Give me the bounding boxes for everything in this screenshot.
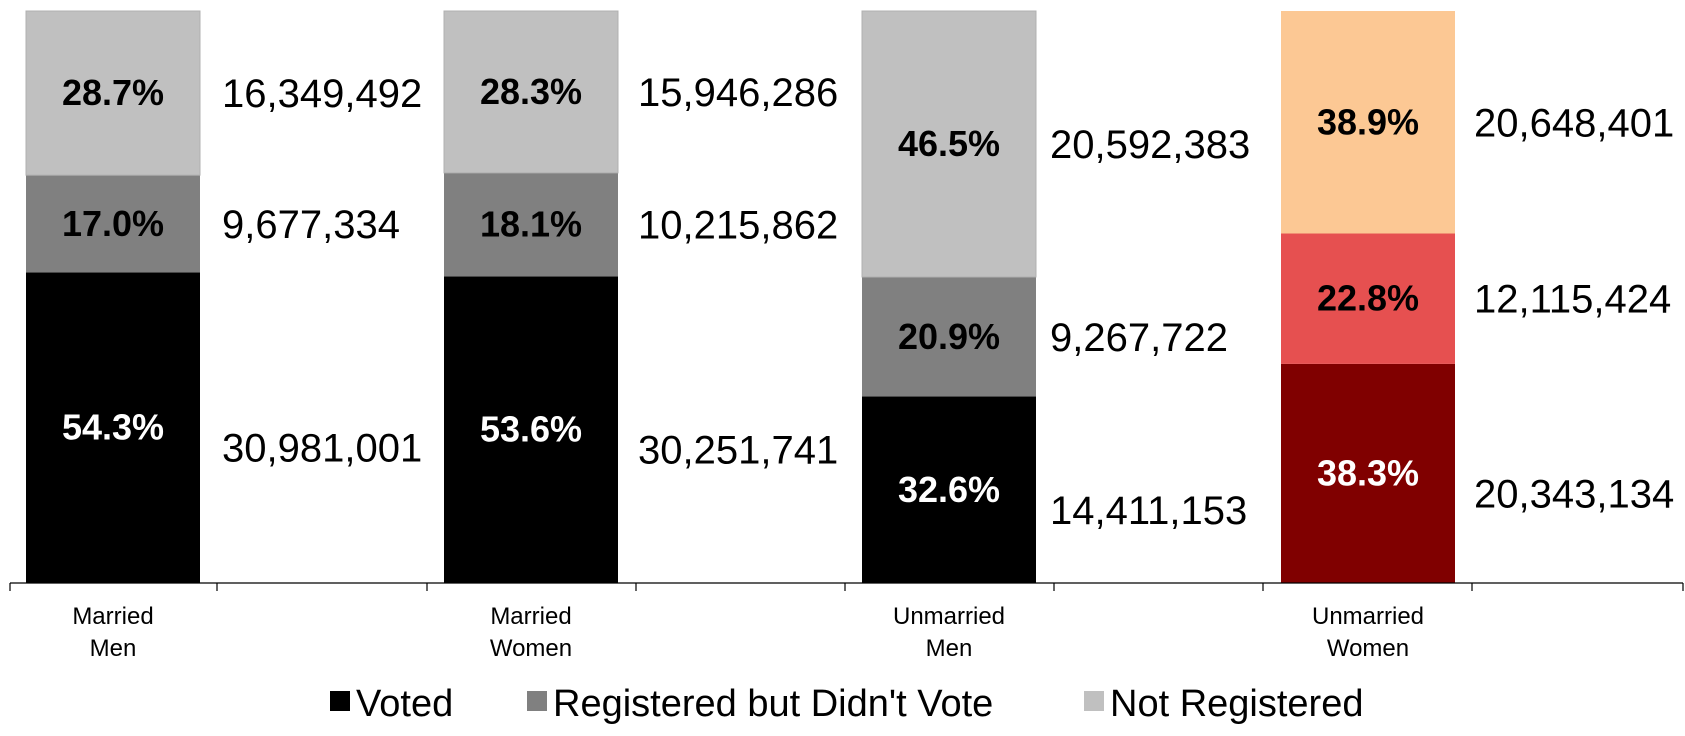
legend-swatch bbox=[1084, 691, 1104, 711]
count-label: 20,343,134 bbox=[1474, 472, 1674, 516]
category-label: Women bbox=[490, 635, 572, 662]
legend-label: Registered but Didn't Vote bbox=[553, 683, 993, 725]
count-label: 30,251,741 bbox=[638, 429, 838, 473]
legend: Voted Registered but Didn't Vote Not Regis… bbox=[330, 683, 1363, 725]
count-label: 9,677,334 bbox=[222, 203, 400, 247]
bar-segment bbox=[1281, 11, 1455, 234]
bar-segment bbox=[861, 10, 1037, 278]
bar-segment bbox=[1281, 363, 1455, 583]
category-label: Men bbox=[926, 635, 973, 662]
count-label: 9,267,722 bbox=[1050, 316, 1228, 360]
percent-label: 17.0% bbox=[62, 203, 164, 244]
bar-segment bbox=[443, 10, 619, 174]
percent-label: 38.9% bbox=[1317, 101, 1419, 142]
x-axis: Married Men Married Women Unmarried Men Unmarr… bbox=[9, 582, 1684, 662]
category-label: Married bbox=[490, 603, 571, 630]
percent-label: 20.9% bbox=[898, 316, 1000, 357]
count-label: 16,349,492 bbox=[222, 72, 422, 116]
percent-label: 32.6% bbox=[898, 469, 1000, 510]
percent-label: 53.6% bbox=[480, 409, 582, 450]
count-label: 12,115,424 bbox=[1474, 278, 1671, 322]
bar-segment bbox=[1281, 233, 1455, 364]
bar-segment bbox=[26, 175, 200, 273]
category-label: Women bbox=[1327, 635, 1409, 662]
percent-label: 46.5% bbox=[898, 123, 1000, 164]
percent-label: 38.3% bbox=[1317, 452, 1419, 493]
legend-label: Not Registered bbox=[1110, 683, 1363, 725]
percent-label: 28.7% bbox=[62, 72, 164, 113]
count-labels-group: 30,981,001 9,677,334 16,349,492 30,251,741 1… bbox=[222, 71, 1674, 533]
category-label: Men bbox=[90, 635, 137, 662]
bars-group bbox=[25, 10, 1455, 583]
count-label: 14,411,153 bbox=[1050, 489, 1247, 533]
bar-segment bbox=[444, 172, 618, 277]
legend-swatch bbox=[330, 691, 350, 711]
count-label: 15,946,286 bbox=[638, 71, 838, 115]
category-label: Unmarried bbox=[893, 603, 1005, 630]
count-label: 30,981,001 bbox=[222, 427, 422, 471]
percent-label: 18.1% bbox=[480, 204, 582, 245]
bar-segment bbox=[862, 396, 1036, 583]
count-label: 10,215,862 bbox=[638, 204, 838, 248]
bar-segment bbox=[444, 276, 618, 583]
bar-segment bbox=[862, 276, 1036, 397]
percent-label: 22.8% bbox=[1317, 278, 1419, 319]
percent-label: 28.3% bbox=[480, 71, 582, 112]
count-label: 20,592,383 bbox=[1050, 123, 1250, 167]
category-label: Unmarried bbox=[1312, 603, 1424, 630]
count-label: 20,648,401 bbox=[1474, 101, 1674, 145]
category-label: Married bbox=[72, 603, 153, 630]
percent-label: 54.3% bbox=[62, 407, 164, 448]
percent-labels-group: 54.3% 17.0% 28.7% 53.6% 18.1% 28.3% 32.6% 20.9%… bbox=[62, 71, 1419, 510]
legend-label: Voted bbox=[356, 683, 453, 725]
bar-segment bbox=[25, 10, 201, 176]
legend-swatch bbox=[527, 691, 547, 711]
bar-segment bbox=[26, 272, 200, 583]
